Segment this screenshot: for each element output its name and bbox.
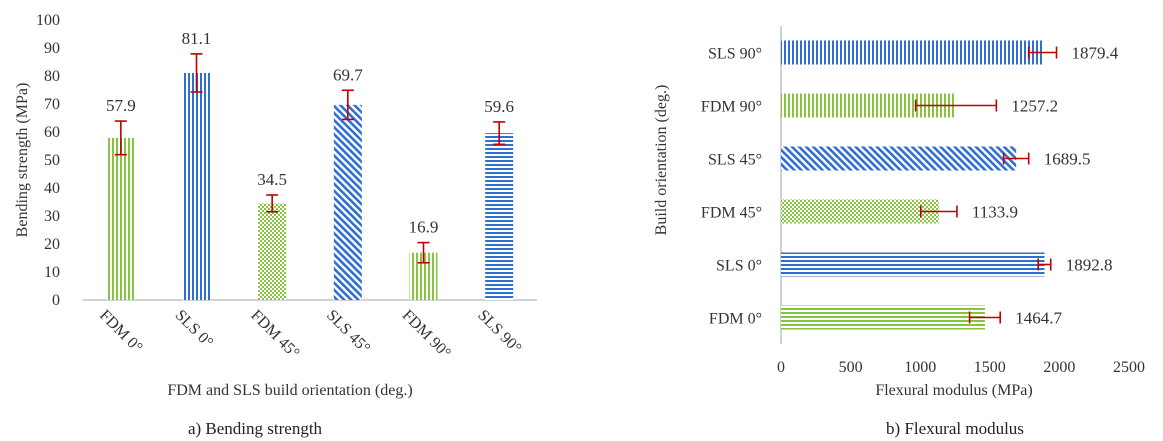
- bar: [333, 104, 362, 300]
- y-tick-label: SLS 0°: [716, 258, 762, 275]
- x-tick-label: SLS 90°: [474, 307, 524, 357]
- data-label: 16.9: [409, 218, 439, 237]
- bar: [781, 146, 1017, 171]
- y-tick-label: SLS 90°: [708, 46, 762, 63]
- x-tick-label: SLS 45°: [323, 307, 373, 357]
- data-label: 59.6: [484, 97, 514, 116]
- data-label: 1464.7: [1015, 309, 1062, 328]
- x-tick-label: FDM 45°: [247, 307, 302, 362]
- x-axis-title: Flexural modulus (MPa): [875, 382, 1032, 399]
- error-bar: [1027, 46, 1058, 59]
- data-label: 1257.2: [1011, 97, 1058, 116]
- y-axis-title: Build orientation (deg.): [653, 85, 670, 236]
- x-tick-label: FDM 90°: [399, 307, 454, 362]
- error-bar: [1002, 152, 1030, 165]
- y-tick-label: 0: [52, 292, 60, 309]
- bar: [258, 203, 287, 300]
- data-label: 1133.9: [972, 203, 1018, 222]
- y-tick-label: 60: [44, 124, 60, 141]
- error-bar: [914, 99, 998, 112]
- y-tick-label: 70: [44, 96, 60, 113]
- x-tick-label: 2500: [1113, 359, 1145, 376]
- bar: [781, 252, 1045, 277]
- bar: [182, 72, 211, 300]
- y-tick-label: 90: [44, 40, 60, 57]
- y-tick-label: 10: [44, 264, 60, 281]
- bending-strength-chart: Bending strength (MPa) FDM and SLS build…: [14, 12, 537, 438]
- y-axis-title: Bending strength (MPa): [14, 83, 31, 238]
- x-tick-label: 2000: [1043, 359, 1075, 376]
- y-tick-label: 100: [36, 12, 60, 29]
- error-bar: [1037, 258, 1052, 271]
- y-tick-label: SLS 45°: [708, 152, 762, 169]
- error-bar: [190, 53, 203, 93]
- y-tick-label: 50: [44, 152, 60, 169]
- x-axis-title: FDM and SLS build orientation (deg.): [167, 382, 412, 399]
- error-bar: [493, 121, 506, 146]
- x-tick-label: 1500: [974, 359, 1006, 376]
- error-bar: [417, 241, 430, 264]
- bars: 1464.7 1892.8 1133.9 1689.5 1257.2 1879.4: [781, 40, 1119, 330]
- bar: [781, 40, 1043, 65]
- bar: [781, 199, 939, 224]
- chart-caption: b) Flexural modulus: [886, 419, 1024, 438]
- flexural-modulus-chart: Build orientation (deg.) Flexural modulu…: [653, 26, 1145, 438]
- x-tick-label: FDM 0°: [96, 307, 146, 357]
- bar: [106, 137, 135, 300]
- error-bar: [114, 120, 127, 156]
- data-label: 57.9: [106, 96, 136, 115]
- y-tick-label: FDM 0°: [709, 311, 762, 328]
- data-label: 1892.8: [1066, 256, 1113, 275]
- data-label: 69.7: [333, 65, 363, 84]
- bar: [781, 305, 985, 330]
- error-bar: [919, 205, 958, 218]
- error-bar: [968, 311, 1001, 324]
- x-tick-label: 1000: [904, 359, 936, 376]
- data-label: 34.5: [257, 170, 287, 189]
- y-tick-label: 80: [44, 68, 60, 85]
- x-tick-label: 0: [777, 359, 785, 376]
- bar: [485, 133, 514, 300]
- y-tick-label: 40: [44, 180, 60, 197]
- axes: 0 500 1000 1500 2000 2500 FDM 0° SLS 0° FDM 45° S…: [701, 26, 1145, 376]
- y-tick-label: FDM 45°: [701, 205, 762, 222]
- error-bar: [266, 194, 279, 213]
- data-label: 1689.5: [1044, 150, 1091, 169]
- error-bar: [341, 89, 354, 121]
- data-label: 81.1: [182, 29, 212, 48]
- x-tick-label: 500: [839, 359, 863, 376]
- y-tick-label: 20: [44, 236, 60, 253]
- x-tick-label: SLS 0°: [172, 307, 217, 352]
- bars: 57.9 81.1 34.5 69.7 16.9 59.6: [106, 29, 514, 300]
- y-tick-label: 30: [44, 208, 60, 225]
- data-label: 1879.4: [1072, 44, 1119, 63]
- y-tick-label: FDM 90°: [701, 99, 762, 116]
- chart-caption: a) Bending strength: [188, 419, 323, 438]
